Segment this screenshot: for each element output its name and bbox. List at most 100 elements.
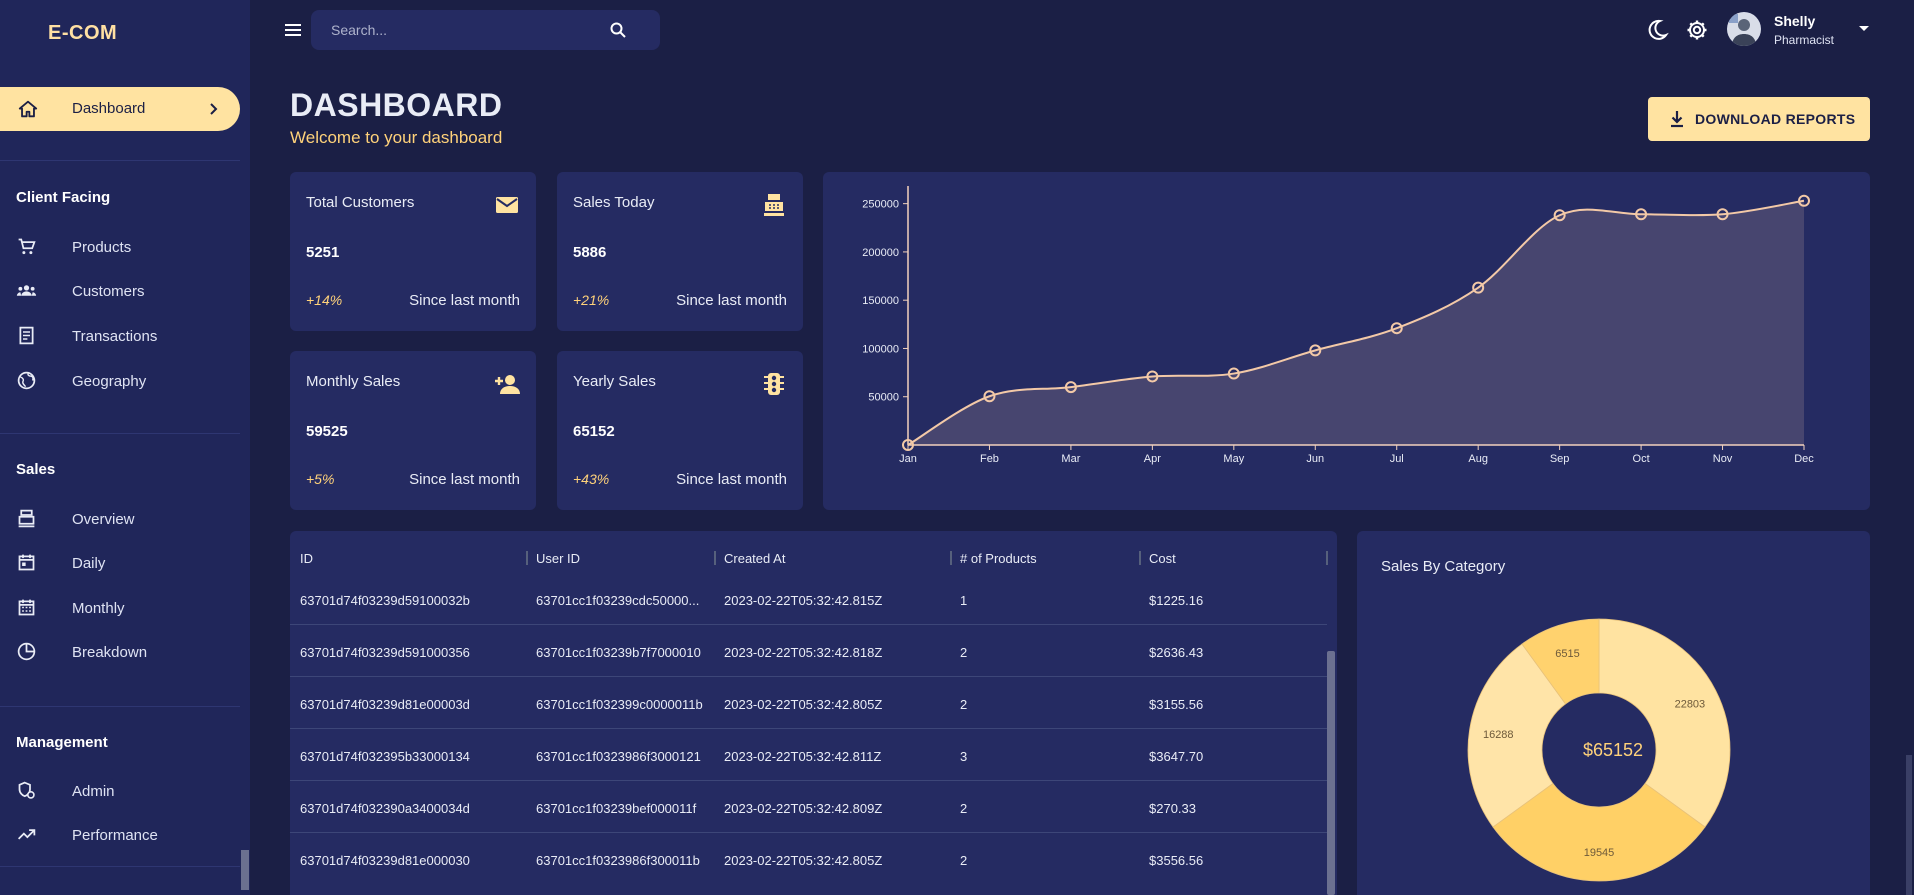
- cell-created-at: 2023-02-22T05:32:42.805Z: [724, 697, 883, 712]
- table-row[interactable]: 63701d74f032395b33000134 63701cc1f032398…: [290, 729, 1327, 781]
- cart-icon: [18, 238, 36, 255]
- sidebar-item-label: Admin: [72, 783, 115, 800]
- point-of-sale-icon: [764, 194, 784, 216]
- x-tick-label: May: [1223, 453, 1244, 465]
- column-separator[interactable]: [950, 551, 952, 565]
- sidebar-item-label: Daily: [72, 555, 106, 572]
- cell-cost: $270.33: [1149, 801, 1196, 816]
- divider: [0, 706, 240, 707]
- user-name[interactable]: Shelly: [1774, 13, 1816, 29]
- email-icon: [496, 197, 518, 213]
- sidebar-item-customers[interactable]: Customers: [0, 276, 240, 306]
- search-input[interactable]: [331, 20, 611, 40]
- pie-slice: [1598, 618, 1731, 828]
- x-tick-label: Jul: [1390, 453, 1404, 465]
- stat-card-yearly-sales: Yearly Sales 65152 +43% Since last month: [557, 351, 803, 510]
- row-divider: [290, 728, 1327, 729]
- table-row[interactable]: 63701d74f03239d59100032b 63701cc1f03239c…: [290, 573, 1327, 625]
- sidebar: E-COM Dashboard Client Facing Products C…: [0, 0, 250, 895]
- sidebar-item-products[interactable]: Products: [0, 232, 240, 262]
- download-icon: [1671, 111, 1683, 128]
- dark-mode-icon[interactable]: [1645, 18, 1669, 42]
- slice-label: 19545: [1584, 847, 1615, 859]
- sidebar-item-monthly[interactable]: Monthly: [0, 593, 240, 623]
- cell-user-id: 63701cc1f0323986f300011b: [536, 853, 700, 868]
- sidebar-item-performance[interactable]: Performance: [0, 820, 240, 850]
- home-icon: [18, 100, 38, 118]
- cell-user-id: 63701cc1f03239bef000011f: [536, 801, 697, 816]
- column-separator[interactable]: [714, 551, 716, 565]
- stat-increase: +5%: [306, 471, 335, 487]
- sidebar-item-daily[interactable]: Daily: [0, 548, 240, 578]
- row-divider: [290, 624, 1327, 625]
- column-header-products[interactable]: # of Products: [960, 551, 1037, 566]
- section-client-facing: Client Facing: [16, 189, 111, 206]
- stat-since: Since last month: [409, 471, 520, 488]
- sidebar-item-label: Transactions: [72, 328, 158, 345]
- sidebar-item-transactions[interactable]: Transactions: [0, 321, 240, 351]
- table-scrollbar[interactable]: [1327, 651, 1335, 895]
- point-of-sale-icon: [18, 509, 35, 528]
- table-row[interactable]: 63701d74f03239d591000356 63701cc1f03239b…: [290, 625, 1327, 677]
- series-line: [907, 199, 1805, 446]
- menu-icon[interactable]: [283, 20, 303, 40]
- sidebar-item-admin[interactable]: Admin: [0, 776, 240, 806]
- table-row[interactable]: 63701d74f03239d81e00003d 63701cc1f032399…: [290, 677, 1327, 729]
- column-header-user-id[interactable]: User ID: [536, 551, 581, 566]
- cell-cost: $1225.16: [1149, 593, 1204, 608]
- x-tick-label: Sep: [1550, 453, 1570, 465]
- sidebar-item-dashboard[interactable]: Dashboard: [0, 87, 240, 131]
- pie-slice: [1467, 643, 1567, 828]
- sidebar-scrollbar[interactable]: [241, 850, 249, 890]
- sales-by-category-chart: Sales By Category 22803 19545 16288 6515 $6…: [1357, 531, 1870, 895]
- x-tick-label: Apr: [1144, 453, 1161, 465]
- admin-icon: [18, 781, 35, 799]
- pie-chart-icon: [17, 642, 36, 661]
- data-point: [1227, 367, 1240, 380]
- sidebar-item-breakdown[interactable]: Breakdown: [0, 637, 240, 667]
- sidebar-item-geography[interactable]: Geography: [0, 366, 240, 396]
- column-header-cost[interactable]: Cost: [1149, 551, 1176, 566]
- column-separator[interactable]: [526, 551, 528, 565]
- data-point: [1309, 344, 1322, 357]
- cell-id: 63701d74f03239d81e00003d: [300, 697, 470, 712]
- column-header-id[interactable]: ID: [300, 551, 313, 566]
- settings-icon[interactable]: [1685, 18, 1709, 42]
- row-divider: [290, 832, 1327, 833]
- stat-title: Monthly Sales: [306, 373, 401, 390]
- sidebar-item-overview[interactable]: Overview: [0, 504, 240, 534]
- pie-slice: [1521, 618, 1600, 705]
- data-point: [1553, 209, 1566, 222]
- search-icon[interactable]: [609, 21, 627, 39]
- transactions-table: ID User ID Created At # of Products Cost…: [290, 531, 1337, 895]
- cell-user-id: 63701cc1f032399c0000011b: [536, 697, 703, 712]
- chevron-down-icon[interactable]: [1856, 20, 1872, 36]
- cell-user-id: 63701cc1f0323986f3000121: [536, 749, 701, 764]
- cell-id: 63701d74f03239d81e000030: [300, 853, 470, 868]
- stat-card-total-customers: Total Customers 5251 +14% Since last mon…: [290, 172, 536, 331]
- page-title: DASHBOARD: [290, 87, 503, 123]
- y-tick-label: 250000: [862, 199, 899, 211]
- cell-created-at: 2023-02-22T05:32:42.809Z: [724, 801, 883, 816]
- stat-title: Yearly Sales: [573, 373, 656, 390]
- column-header-created-at[interactable]: Created At: [724, 551, 786, 566]
- stat-since: Since last month: [409, 292, 520, 309]
- stat-value: 65152: [573, 423, 615, 440]
- data-point: [983, 390, 996, 403]
- column-separator[interactable]: [1326, 551, 1328, 565]
- x-tick-label: Aug: [1468, 453, 1488, 465]
- avatar[interactable]: [1727, 12, 1761, 46]
- download-reports-button[interactable]: DOWNLOAD REPORTS: [1648, 97, 1870, 141]
- column-separator[interactable]: [1139, 551, 1141, 565]
- cell-created-at: 2023-02-22T05:32:42.818Z: [724, 645, 883, 660]
- divider: [0, 866, 240, 867]
- y-tick-label: 200000: [862, 247, 899, 259]
- table-row[interactable]: 63701d74f032390a3400034d 63701cc1f03239b…: [290, 781, 1327, 833]
- row-divider: [290, 780, 1327, 781]
- search-bar: [311, 10, 660, 50]
- table-row[interactable]: 63701d74f03239d81e000030 63701cc1f032398…: [290, 833, 1327, 885]
- page-scrollbar[interactable]: [1906, 755, 1912, 895]
- x-tick-label: Oct: [1633, 453, 1650, 465]
- cell-cost: $2636.43: [1149, 645, 1204, 660]
- avatar-image: [1727, 12, 1761, 46]
